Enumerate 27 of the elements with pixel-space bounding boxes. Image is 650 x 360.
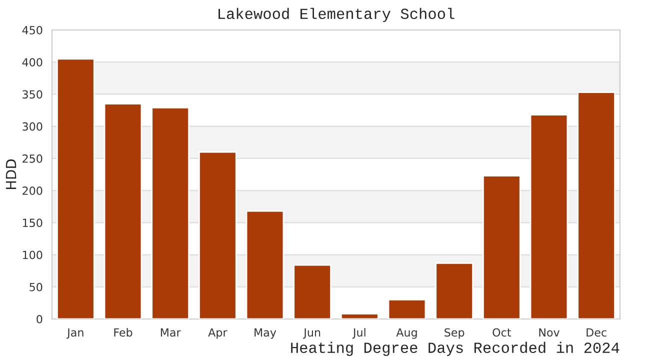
- y-tick-label: 0: [36, 314, 42, 324]
- x-tick-label: Apr: [208, 328, 228, 339]
- x-tick-label: Mar: [160, 328, 181, 337]
- y-tick-label: 400: [22, 58, 42, 66]
- y-tick-label: 300: [22, 122, 42, 131]
- x-tick-label: Dec: [586, 328, 606, 337]
- x-tick-label: Sep: [444, 328, 464, 339]
- x-tick-label: May: [254, 328, 276, 339]
- bar: [340, 313, 379, 319]
- x-tick-label: Feb: [114, 328, 132, 337]
- x-axis-title: Heating Degree Days Recorded in 2024: [291, 342, 620, 356]
- bar: [388, 299, 426, 319]
- y-tick-label: 100: [22, 250, 42, 260]
- y-tick-label: 200: [22, 186, 42, 195]
- x-tick-label: Jul: [352, 328, 366, 339]
- y-tick-label: 250: [22, 154, 42, 163]
- y-tick-label: 150: [22, 218, 42, 228]
- x-tick-label: Aug: [396, 328, 417, 339]
- x-tick-label: Oct: [492, 328, 512, 337]
- y-axis-title: HDD: [6, 159, 16, 190]
- x-tick-label: Nov: [539, 328, 560, 337]
- chart-title: Lakewood Elementary School: [218, 8, 454, 22]
- x-tick-label: Jun: [303, 328, 320, 339]
- y-tick-label: 350: [22, 90, 42, 99]
- y-tick-label: 450: [22, 26, 42, 34]
- x-tick-label: Jan: [66, 328, 84, 339]
- y-tick-label: 50: [30, 282, 42, 292]
